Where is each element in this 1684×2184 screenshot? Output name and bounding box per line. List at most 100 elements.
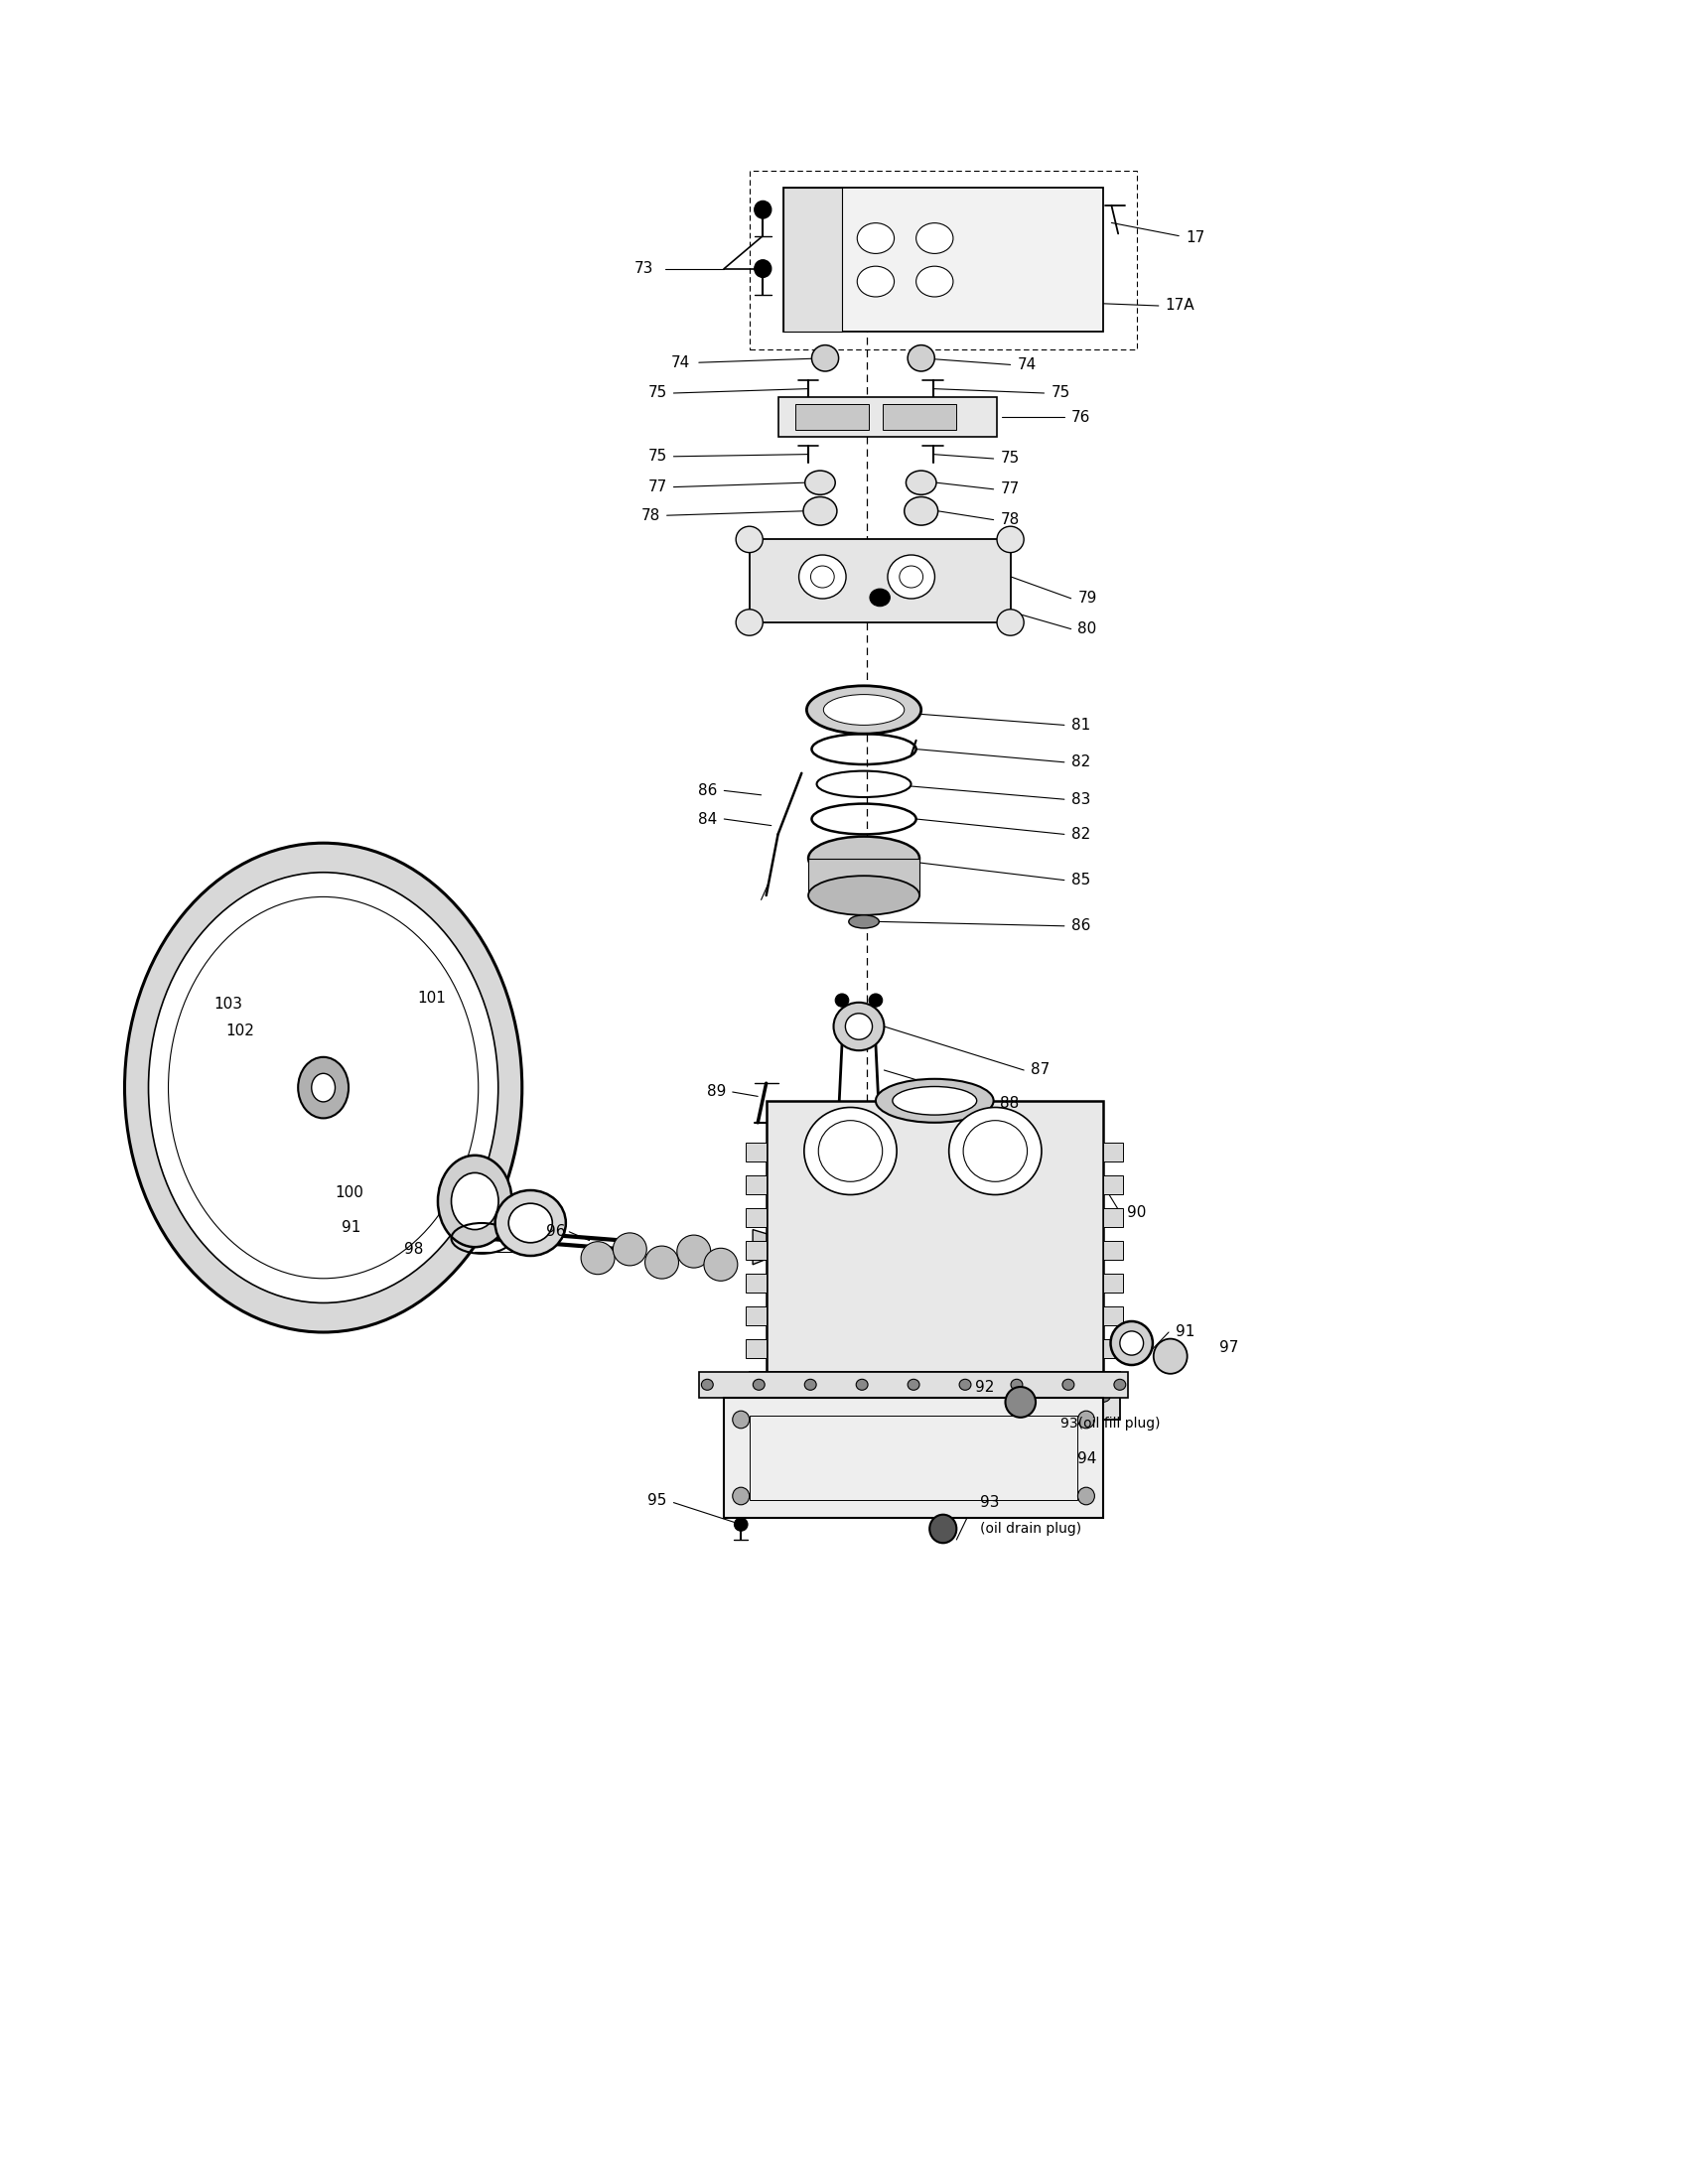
Ellipse shape [906,472,936,496]
Text: 93(oil fill plug): 93(oil fill plug) [1061,1417,1160,1431]
Text: 78: 78 [1000,513,1019,526]
Ellipse shape [908,1380,919,1391]
Ellipse shape [812,345,839,371]
Ellipse shape [1078,1411,1095,1428]
Ellipse shape [805,472,835,496]
Ellipse shape [509,1203,552,1243]
Ellipse shape [701,1380,714,1391]
Ellipse shape [677,1234,711,1267]
Ellipse shape [754,260,771,277]
Ellipse shape [798,555,845,598]
Ellipse shape [736,526,763,553]
Ellipse shape [613,1232,647,1267]
Ellipse shape [759,1389,773,1402]
Text: 17: 17 [1186,232,1204,245]
Ellipse shape [805,1107,896,1195]
Text: 75: 75 [1051,387,1069,400]
Ellipse shape [855,1380,867,1391]
Ellipse shape [948,1107,1041,1195]
Text: 80: 80 [1078,622,1096,636]
Ellipse shape [904,498,938,524]
Text: 96: 96 [547,1225,566,1238]
Ellipse shape [733,1487,749,1505]
Text: 98: 98 [404,1243,423,1256]
Bar [749,1372,1120,1420]
Ellipse shape [807,686,921,734]
Text: 89: 89 [707,1085,726,1099]
Ellipse shape [1115,1380,1125,1391]
Ellipse shape [805,1380,817,1391]
Ellipse shape [1120,1330,1143,1354]
Ellipse shape [581,1241,615,1275]
Ellipse shape [495,1190,566,1256]
Ellipse shape [1078,1487,1095,1505]
Ellipse shape [857,223,894,253]
Ellipse shape [298,1057,349,1118]
Ellipse shape [847,1118,871,1136]
Bar [1103,1208,1123,1227]
Ellipse shape [312,1072,335,1101]
Ellipse shape [849,915,879,928]
Text: 91: 91 [1175,1326,1194,1339]
Ellipse shape [736,609,763,636]
Ellipse shape [438,1155,512,1247]
Text: 86: 86 [1071,919,1090,933]
Text: 82: 82 [1071,828,1090,841]
Text: 91: 91 [342,1221,360,1234]
Text: 86: 86 [699,784,717,797]
Ellipse shape [645,1245,679,1280]
Text: 74: 74 [1017,358,1036,371]
Ellipse shape [908,345,935,371]
Ellipse shape [754,201,771,218]
Ellipse shape [734,1518,748,1531]
Bar [766,1101,1103,1380]
Bar [749,1415,1078,1500]
Ellipse shape [928,1389,943,1402]
Polygon shape [753,1230,775,1265]
Bar [778,397,997,437]
Ellipse shape [753,1380,765,1391]
Text: 75: 75 [648,387,667,400]
Ellipse shape [876,1079,994,1123]
Ellipse shape [733,1411,749,1428]
Text: 94: 94 [1078,1452,1096,1465]
Ellipse shape [1063,1380,1074,1391]
Text: 88: 88 [1000,1096,1019,1109]
Text: 81: 81 [1071,719,1090,732]
Ellipse shape [810,566,834,587]
Bar [746,1142,766,1162]
Text: 73: 73 [635,262,653,275]
Ellipse shape [960,1380,972,1391]
Bar [1103,1339,1123,1358]
Text: 95: 95 [648,1494,667,1507]
Ellipse shape [916,266,953,297]
Bar [746,1306,766,1326]
Text: 79: 79 [1078,592,1096,605]
Text: 77: 77 [648,480,667,494]
Bar [1103,1306,1123,1326]
Bar [783,188,1103,332]
Text: 102: 102 [226,1024,254,1037]
Ellipse shape [835,1109,882,1144]
Text: 92: 92 [975,1380,994,1393]
Ellipse shape [834,1002,884,1051]
Text: 17A: 17A [1165,299,1194,312]
Text: 77: 77 [1000,483,1019,496]
Text: 84: 84 [699,812,717,826]
Ellipse shape [823,695,904,725]
Bar [749,539,1010,622]
Ellipse shape [808,836,919,880]
Text: 93: 93 [980,1496,999,1509]
Bar [1103,1175,1123,1195]
Ellipse shape [704,1249,738,1280]
Bar [746,1339,766,1358]
Ellipse shape [916,223,953,253]
Ellipse shape [1010,1389,1026,1402]
Bar [746,1273,766,1293]
Bar [746,1241,766,1260]
Ellipse shape [148,871,498,1304]
Text: 97: 97 [1219,1341,1238,1354]
Ellipse shape [1110,1321,1152,1365]
Bar [808,858,919,895]
Text: 75: 75 [1000,452,1019,465]
